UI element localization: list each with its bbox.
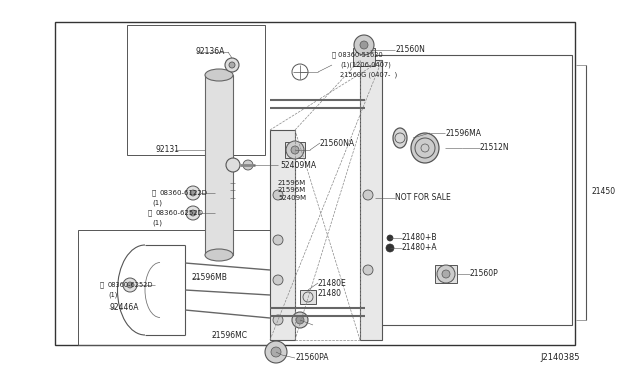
Text: 92131: 92131 bbox=[155, 145, 179, 154]
Circle shape bbox=[271, 347, 281, 357]
Text: 21512N: 21512N bbox=[480, 144, 509, 153]
Circle shape bbox=[186, 186, 200, 200]
Bar bbox=[205, 75, 233, 255]
Text: 21560PA: 21560PA bbox=[295, 353, 328, 362]
Bar bbox=[365, 55, 572, 325]
Circle shape bbox=[226, 158, 240, 172]
Text: (1)(1206-0407): (1)(1206-0407) bbox=[340, 62, 391, 68]
Text: Ⓢ 08360-51620: Ⓢ 08360-51620 bbox=[332, 52, 383, 58]
Text: 21480+A: 21480+A bbox=[402, 244, 438, 253]
Circle shape bbox=[186, 206, 200, 220]
Text: 21560G (0407-  ): 21560G (0407- ) bbox=[340, 72, 397, 78]
Text: (1): (1) bbox=[108, 292, 117, 298]
Circle shape bbox=[273, 315, 283, 325]
Text: 21596MA: 21596MA bbox=[445, 128, 481, 138]
Text: 92136A: 92136A bbox=[196, 48, 225, 57]
Circle shape bbox=[292, 312, 308, 328]
Circle shape bbox=[387, 235, 393, 241]
Text: Ⓢ: Ⓢ bbox=[100, 282, 104, 288]
Text: 21596MB: 21596MB bbox=[192, 273, 228, 282]
Circle shape bbox=[360, 41, 368, 49]
Circle shape bbox=[265, 341, 287, 363]
Text: Ⓢ: Ⓢ bbox=[152, 190, 156, 196]
Circle shape bbox=[291, 146, 299, 154]
Circle shape bbox=[354, 35, 374, 55]
Text: 21480: 21480 bbox=[318, 289, 342, 298]
Ellipse shape bbox=[411, 133, 439, 163]
Bar bbox=[435, 265, 457, 283]
Bar bbox=[270, 130, 295, 340]
Text: 92446A: 92446A bbox=[109, 304, 138, 312]
Circle shape bbox=[437, 265, 455, 283]
Text: 21596M: 21596M bbox=[278, 187, 307, 193]
Circle shape bbox=[229, 62, 235, 68]
Text: (1): (1) bbox=[152, 200, 162, 206]
Bar bbox=[353, 48, 375, 66]
Text: J2140385: J2140385 bbox=[540, 353, 579, 362]
Circle shape bbox=[273, 235, 283, 245]
Ellipse shape bbox=[393, 128, 407, 148]
Text: 21596M: 21596M bbox=[278, 180, 307, 186]
Circle shape bbox=[273, 275, 283, 285]
Circle shape bbox=[442, 270, 450, 278]
Text: 21450: 21450 bbox=[592, 187, 616, 196]
Circle shape bbox=[286, 141, 304, 159]
Bar bbox=[285, 142, 305, 158]
Text: 21480+B: 21480+B bbox=[402, 234, 438, 243]
Circle shape bbox=[296, 316, 304, 324]
Circle shape bbox=[127, 282, 133, 288]
Circle shape bbox=[363, 265, 373, 275]
Text: 21596MC: 21596MC bbox=[212, 330, 248, 340]
Text: 52409M: 52409M bbox=[278, 195, 306, 201]
Circle shape bbox=[273, 190, 283, 200]
Circle shape bbox=[386, 244, 394, 252]
Text: NOT FOR SALE: NOT FOR SALE bbox=[395, 193, 451, 202]
Text: 08360-6122D: 08360-6122D bbox=[160, 190, 208, 196]
Bar bbox=[300, 290, 316, 304]
Text: 21560NA: 21560NA bbox=[320, 138, 355, 148]
Text: Ⓢ: Ⓢ bbox=[148, 210, 152, 216]
Bar bbox=[55, 22, 575, 345]
Text: 21480E: 21480E bbox=[318, 279, 347, 288]
Circle shape bbox=[190, 210, 196, 216]
Circle shape bbox=[225, 58, 239, 72]
Circle shape bbox=[123, 278, 137, 292]
Text: 52409MA: 52409MA bbox=[280, 160, 316, 170]
Circle shape bbox=[363, 190, 373, 200]
Text: 08360-6252D: 08360-6252D bbox=[108, 282, 154, 288]
Circle shape bbox=[190, 190, 196, 196]
Bar bbox=[127, 25, 265, 155]
Ellipse shape bbox=[205, 69, 233, 81]
Bar bbox=[78, 230, 275, 345]
Bar bbox=[360, 60, 382, 340]
Ellipse shape bbox=[205, 249, 233, 261]
Text: 21560P: 21560P bbox=[470, 269, 499, 279]
Text: 08360-6252D: 08360-6252D bbox=[156, 210, 204, 216]
Text: (1): (1) bbox=[152, 220, 162, 226]
Circle shape bbox=[243, 160, 253, 170]
Text: 21560N: 21560N bbox=[395, 45, 425, 55]
